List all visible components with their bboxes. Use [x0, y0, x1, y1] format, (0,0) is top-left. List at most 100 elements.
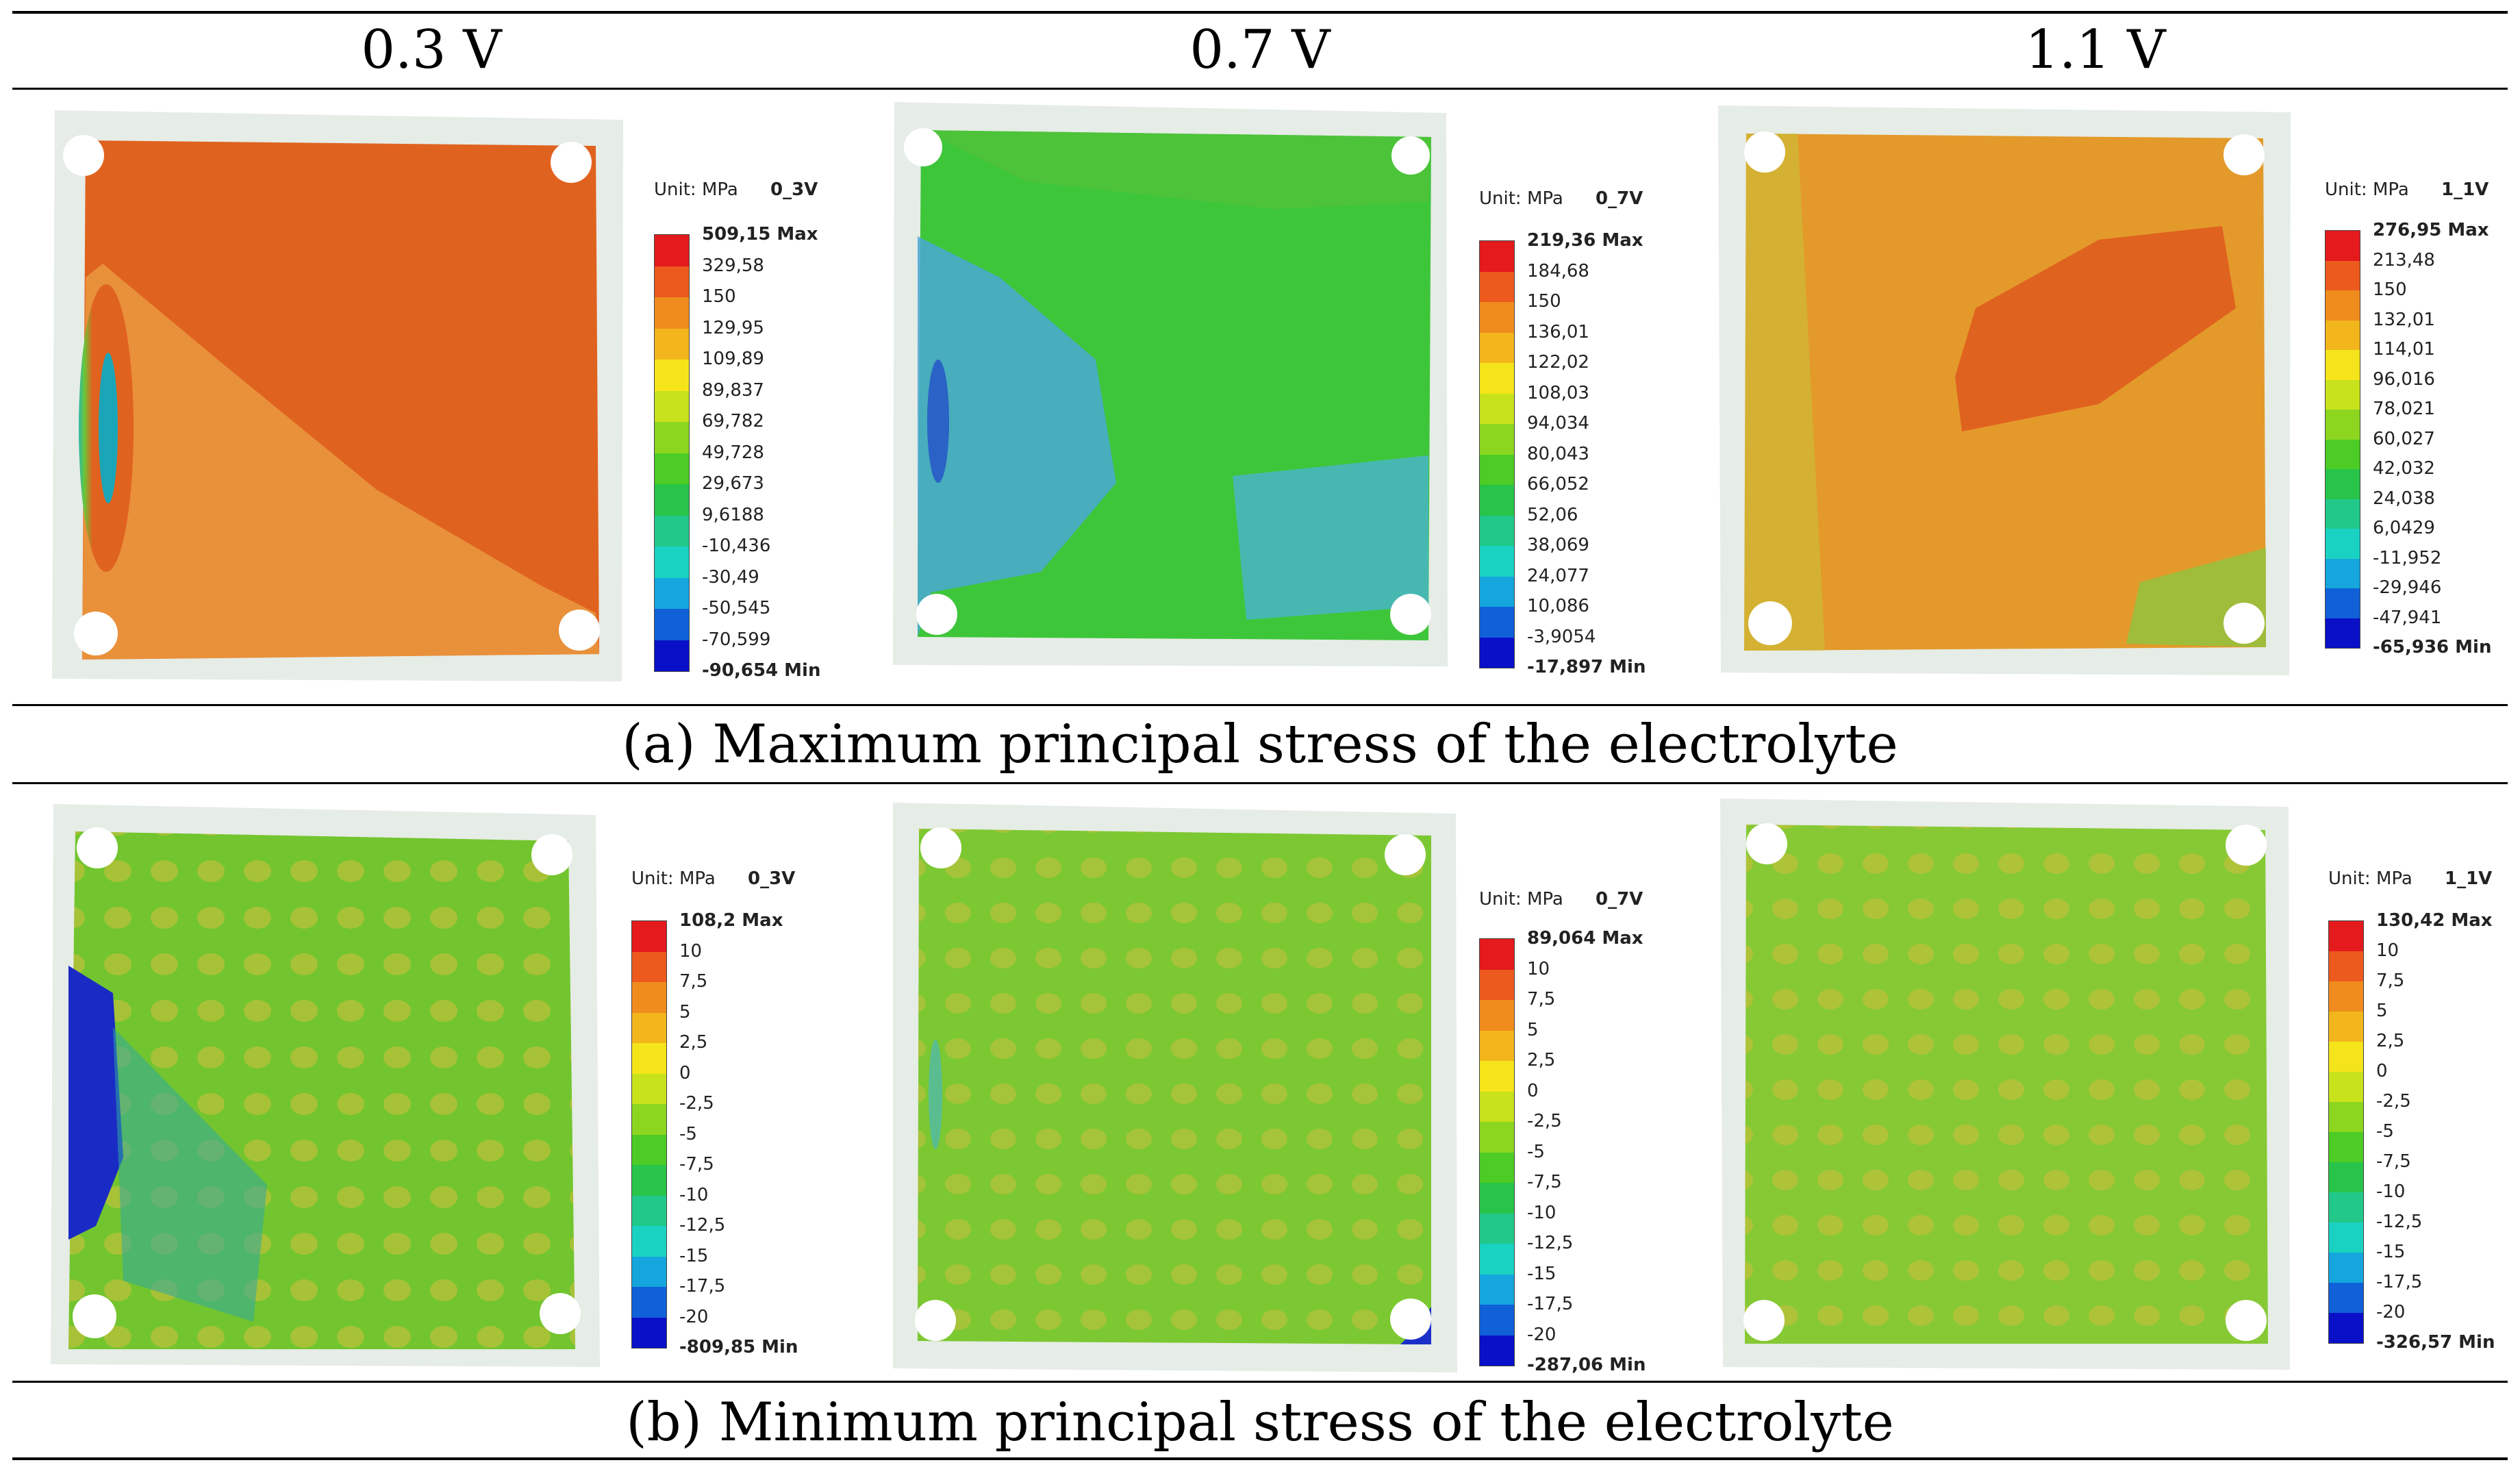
legend-label: 213,48	[2373, 249, 2435, 271]
legend-label: 6,0429	[2373, 518, 2435, 538]
legend-label: -11,952	[2373, 547, 2442, 568]
legend-swatch	[2329, 1162, 2363, 1192]
legend-swatch	[1480, 271, 1514, 302]
legend-swatch	[2329, 921, 2363, 951]
legend-swatch	[2329, 1222, 2363, 1253]
legend-label: 132,01	[2373, 309, 2435, 330]
legend-swatch	[2326, 558, 2360, 588]
plate-b-0-3v	[51, 804, 600, 1367]
legend-label: 122,02	[1527, 352, 1589, 373]
legend-swatch	[2326, 379, 2360, 410]
legend-label: -17,5	[2376, 1272, 2423, 1292]
legend-label: 7,5	[1527, 989, 1556, 1010]
legend-label: 42,032	[2373, 458, 2435, 479]
legend-result-name: 1_1V	[2445, 868, 2493, 889]
legend-swatch	[1480, 969, 1514, 1000]
legend-unit: Unit: MPa	[2325, 179, 2409, 200]
legend-swatch	[632, 1317, 666, 1348]
legend-label: 80,043	[1527, 443, 1589, 464]
hole	[2226, 825, 2267, 866]
legend-color-bar	[2325, 230, 2360, 649]
legend-swatch	[632, 1012, 666, 1043]
legend-swatch	[655, 266, 689, 297]
column-header-0-7v: 0.7 V	[1189, 19, 1331, 81]
holes	[73, 827, 581, 1338]
hole	[1743, 1300, 1785, 1341]
legend-swatch	[2329, 981, 2363, 1012]
legend-label: 5	[679, 1001, 691, 1023]
legend-swatch	[2329, 1253, 2363, 1283]
legend-label: -7,5	[1527, 1172, 1562, 1192]
legend-swatch	[1480, 424, 1514, 455]
legend-label: 78,021	[2373, 399, 2435, 419]
legend-swatch	[2326, 588, 2360, 618]
legend-swatch	[2326, 439, 2360, 469]
legend-swatch	[655, 515, 689, 547]
legend-label: -287,06 Min	[1527, 1355, 1646, 1375]
hole	[915, 1300, 956, 1341]
legend-swatch	[1480, 637, 1514, 668]
legend-swatch	[1480, 302, 1514, 333]
holes	[1743, 823, 2267, 1341]
legend-swatch	[1480, 485, 1514, 516]
legend-swatch	[1480, 332, 1514, 363]
hole	[2223, 134, 2265, 175]
legend-swatch	[632, 1287, 666, 1318]
legend-color-bar	[631, 920, 667, 1349]
holes	[915, 827, 1431, 1341]
legend-label: 0	[2376, 1061, 2388, 1081]
legend-swatch	[2326, 231, 2360, 261]
bottom-rule	[12, 1457, 2508, 1460]
caption-a-rule	[12, 782, 2508, 784]
hole	[2226, 1300, 2267, 1341]
legend-label: 108,2 Max	[679, 910, 783, 931]
legend-swatch	[655, 390, 689, 422]
legend-label: -2,5	[1527, 1111, 1562, 1131]
legend-swatch	[1480, 1152, 1514, 1183]
plate-b-0-7v	[893, 803, 1457, 1372]
legend-label: 89,837	[702, 379, 764, 401]
caption-b: (b) Minimum principal stress of the elec…	[626, 1392, 1894, 1453]
hole	[559, 610, 600, 651]
legend-swatch	[1480, 607, 1514, 638]
plate-a-1-1v	[1718, 105, 2291, 675]
legend-label: 129,95	[702, 317, 764, 338]
legend-swatch	[2329, 1012, 2363, 1042]
legend-label: -5	[1527, 1141, 1545, 1162]
legend-label: -3,9054	[1527, 626, 1596, 647]
legend-swatch	[2329, 951, 2363, 981]
column-header-1-1v: 1.1 V	[2025, 19, 2166, 81]
legend-label: -15	[1527, 1263, 1557, 1284]
legend-color-bar	[2328, 920, 2364, 1344]
legend-label: 0	[1527, 1080, 1539, 1101]
plate-a-0-3v	[52, 110, 623, 681]
legend-swatch	[1480, 363, 1514, 394]
legend-swatch	[1480, 1274, 1514, 1305]
legend-label: 9,6188	[702, 504, 764, 525]
legend-label: -10	[679, 1184, 709, 1205]
legend-label: 49,728	[702, 442, 764, 463]
legend-label: -12,5	[679, 1215, 726, 1236]
hole	[73, 1294, 116, 1338]
legend-label: -7,5	[2376, 1151, 2411, 1172]
legend-swatch	[1480, 1000, 1514, 1031]
legend-result-name: 0_3V	[770, 179, 818, 200]
legend-label: 2,5	[2376, 1031, 2405, 1051]
legend-label: 52,06	[1527, 504, 1578, 525]
legend-swatch	[632, 1226, 666, 1257]
legend-swatch	[1480, 515, 1514, 546]
legend-unit: Unit: MPa	[1479, 889, 1563, 910]
legend-label: 150	[1527, 291, 1561, 312]
legend-label: 114,01	[2373, 339, 2435, 360]
hole	[2223, 603, 2265, 644]
hole	[1748, 601, 1792, 645]
legend-swatch	[1480, 1061, 1514, 1092]
legend-swatch	[655, 297, 689, 329]
legend-label: -10	[2376, 1181, 2406, 1202]
legend-label: -20	[679, 1306, 709, 1327]
legend-label: -29,946	[2373, 577, 2442, 598]
legend-swatch	[655, 609, 689, 640]
legend-swatch	[2329, 1132, 2363, 1162]
legend-label: -17,5	[679, 1276, 726, 1296]
legend-label: 130,42 Max	[2376, 910, 2493, 931]
